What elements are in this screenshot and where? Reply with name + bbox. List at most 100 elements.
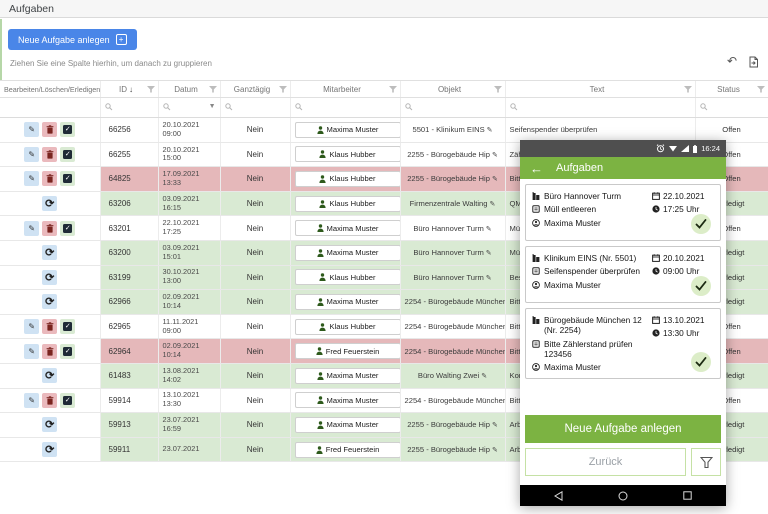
edit-task-button[interactable]: ✎ — [24, 392, 40, 408]
edit-object-icon[interactable]: ✎ — [491, 151, 498, 159]
phone-content: Büro Hannover Turm Müll entleeren Maxima… — [520, 179, 726, 481]
employee-chip[interactable]: Maxima Muster — [294, 121, 399, 138]
delete-task-button[interactable] — [42, 146, 58, 162]
phone-new-task-button[interactable]: Neue Aufgabe anlegen — [525, 415, 721, 443]
complete-task-button[interactable]: ✓ — [60, 392, 76, 408]
column-header-text[interactable]: Text — [505, 81, 696, 98]
task-employee-cell: Klaus Hubber — [290, 142, 401, 168]
edit-object-icon[interactable]: ✎ — [489, 201, 496, 209]
task-card[interactable]: Bürogebäude München 12 (Nr. 2254) Bitte … — [525, 308, 721, 379]
filter-input-datum[interactable]: ▼ — [158, 97, 221, 118]
filter-funnel-icon[interactable] — [756, 86, 765, 93]
filter-funnel-icon[interactable] — [278, 86, 287, 93]
back-button[interactable]: Zurück — [525, 448, 686, 476]
employee-chip[interactable]: Maxima Muster — [294, 416, 399, 433]
filter-funnel-icon[interactable] — [208, 86, 217, 93]
export-icon[interactable] — [748, 56, 759, 68]
recurring-task-icon[interactable]: ⟳ — [42, 269, 58, 285]
nav-home-icon[interactable] — [618, 491, 628, 501]
employee-chip[interactable]: Fred Feuerstein — [294, 441, 399, 458]
recurring-task-icon[interactable]: ⟳ — [42, 442, 58, 458]
recurring-task-icon[interactable]: ⟳ — [42, 417, 58, 433]
column-header-status[interactable]: Status — [695, 81, 768, 98]
edit-object-icon[interactable]: ✎ — [491, 447, 498, 455]
undo-icon[interactable]: ↶ — [726, 54, 737, 68]
delete-task-button[interactable] — [42, 343, 58, 359]
employee-chip[interactable]: Klaus Hubber — [294, 146, 399, 163]
task-done-check[interactable] — [691, 214, 711, 234]
column-header-id[interactable]: ID ↓ — [100, 81, 159, 98]
task-object-cell: 2255 - Bürogebäude Hip ✎ — [400, 437, 506, 463]
filter-funnel-icon[interactable] — [683, 86, 692, 93]
employee-chip[interactable]: Klaus Hubber — [294, 170, 399, 187]
edit-task-button[interactable]: ✎ — [24, 343, 40, 359]
nav-back-icon[interactable] — [554, 490, 563, 501]
recurring-task-icon[interactable]: ⟳ — [42, 294, 58, 310]
filter-input-ganztaegig[interactable] — [220, 97, 291, 118]
employee-chip[interactable]: Maxima Muster — [294, 392, 399, 409]
edit-task-button[interactable]: ✎ — [24, 171, 40, 187]
edit-object-icon[interactable]: ✎ — [491, 176, 498, 184]
employee-chip[interactable]: Fred Feuerstein — [294, 343, 399, 360]
delete-task-button[interactable] — [42, 122, 58, 138]
employee-chip[interactable]: Klaus Hubber — [294, 318, 399, 335]
filter-input-mitarbeiter[interactable] — [290, 97, 401, 118]
recurring-task-icon[interactable]: ⟳ — [42, 196, 58, 212]
task-id-cell: 62964 — [100, 338, 159, 364]
complete-task-button[interactable]: ✓ — [60, 343, 76, 359]
column-header-objekt[interactable]: Objekt — [400, 81, 506, 98]
recurring-task-icon[interactable]: ⟳ — [42, 245, 58, 261]
edit-object-icon[interactable]: ✎ — [491, 422, 498, 430]
edit-object-icon[interactable]: ✎ — [486, 127, 493, 135]
delete-task-button[interactable] — [42, 220, 58, 236]
task-object-cell: 2255 - Bürogebäude Hip ✎ — [400, 412, 506, 438]
filter-funnel-icon[interactable] — [388, 86, 397, 93]
column-header-datum[interactable]: Datum — [158, 81, 221, 98]
sort-desc-icon[interactable]: ↓ — [129, 84, 133, 94]
table-row: ✎ ✓ ⟳ 59911 23.07.2021 Nein Fre — [0, 437, 768, 463]
filter-funnel-icon[interactable] — [146, 86, 155, 93]
employee-chip[interactable]: Klaus Hubber — [294, 269, 399, 286]
edit-task-button[interactable]: ✎ — [24, 146, 40, 162]
task-done-check[interactable] — [691, 351, 711, 372]
complete-task-button[interactable]: ✓ — [60, 122, 76, 138]
new-task-button[interactable]: Neue Aufgabe anlegen + — [8, 29, 137, 50]
filter-input-objekt[interactable] — [400, 97, 506, 118]
task-card[interactable]: Büro Hannover Turm Müll entleeren Maxima… — [525, 184, 721, 241]
task-card[interactable]: Klinikum EINS (Nr. 5501) Seifenspender ü… — [525, 246, 721, 303]
back-arrow-icon[interactable]: ← — [530, 160, 543, 176]
edit-object-icon[interactable]: ✎ — [481, 373, 488, 381]
column-header-mitarbeiter[interactable]: Mitarbeiter — [290, 81, 401, 98]
delete-task-button[interactable] — [42, 171, 58, 187]
recurring-task-icon[interactable]: ⟳ — [42, 368, 58, 384]
edit-task-button[interactable]: ✎ — [24, 122, 40, 138]
column-header-actions[interactable]: Bearbeiten/Löschen/Erledigen — [0, 81, 101, 98]
nav-recents-icon[interactable] — [683, 491, 692, 500]
complete-task-button[interactable]: ✓ — [60, 171, 76, 187]
delete-task-button[interactable] — [42, 392, 58, 408]
chevron-down-icon[interactable]: ▼ — [208, 103, 216, 110]
filter-funnel-icon[interactable] — [493, 86, 502, 93]
task-done-check[interactable] — [691, 276, 711, 296]
delete-task-button[interactable] — [42, 319, 58, 335]
complete-task-button[interactable]: ✓ — [60, 220, 76, 236]
employee-chip[interactable]: Maxima Muster — [294, 220, 399, 237]
employee-chip[interactable]: Maxima Muster — [294, 367, 399, 384]
employee-chip[interactable]: Maxima Muster — [294, 244, 399, 261]
row-actions-cell: ✎ ✓ ⟳ — [0, 363, 101, 389]
edit-object-icon[interactable]: ✎ — [485, 225, 492, 233]
complete-task-button[interactable]: ✓ — [60, 146, 76, 162]
filter-input-id[interactable] — [100, 97, 159, 118]
column-header-ganztaegig[interactable]: Ganztägig — [220, 81, 291, 98]
complete-task-button[interactable]: ✓ — [60, 319, 76, 335]
filter-input-status[interactable] — [695, 97, 768, 118]
edit-object-icon[interactable]: ✎ — [485, 274, 492, 282]
employee-chip[interactable]: Klaus Hubber — [294, 195, 399, 212]
edit-task-button[interactable]: ✎ — [24, 220, 40, 236]
edit-object-icon[interactable]: ✎ — [485, 250, 492, 258]
person-icon — [316, 445, 323, 454]
edit-task-button[interactable]: ✎ — [24, 319, 40, 335]
employee-chip[interactable]: Maxima Muster — [294, 293, 399, 310]
filter-input-text[interactable] — [505, 97, 696, 118]
filter-button[interactable] — [691, 448, 721, 476]
